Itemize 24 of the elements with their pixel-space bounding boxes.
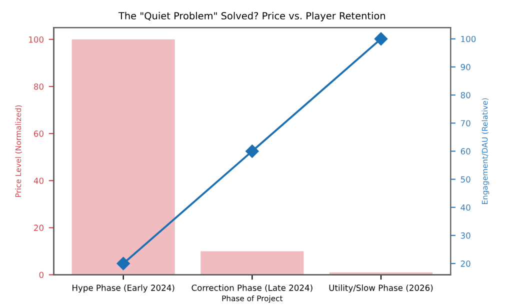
y2-tick-label: 90 [460,64,470,70]
y2-tick-label: 60 [460,148,470,154]
y-tick-label: 40 [34,178,44,184]
x-tick-label: Utility/Slow Phase (2026) [329,284,433,293]
y2-tick-label: 80 [460,92,470,98]
y-tick-label: 100 [29,36,44,43]
y2-tick-label: 100 [461,36,476,42]
y2-tick-label: 20 [460,260,470,267]
x-tick-label: Correction Phase (Late 2024) [192,284,312,292]
y-tick-label: 60 [34,130,44,137]
y2-tick-label: 70 [460,120,470,126]
bar [72,39,175,275]
y-tick-label: 0 [39,272,44,278]
bar [200,251,304,275]
point [374,32,388,46]
point [116,256,130,270]
point [246,144,259,158]
y-tick-label: 80 [34,83,44,90]
y2-tick-label: 50 [460,176,470,183]
chart-title: The "Quiet Problem" Solved? Price vs. Player Retention [118,12,386,22]
y2-tick-label: 30 [460,232,470,239]
y2-tick-label: 40 [460,204,470,211]
x-tick-label: Hype Phase (Early 2024) [72,284,174,293]
y-tick-label: 20 [34,224,44,231]
